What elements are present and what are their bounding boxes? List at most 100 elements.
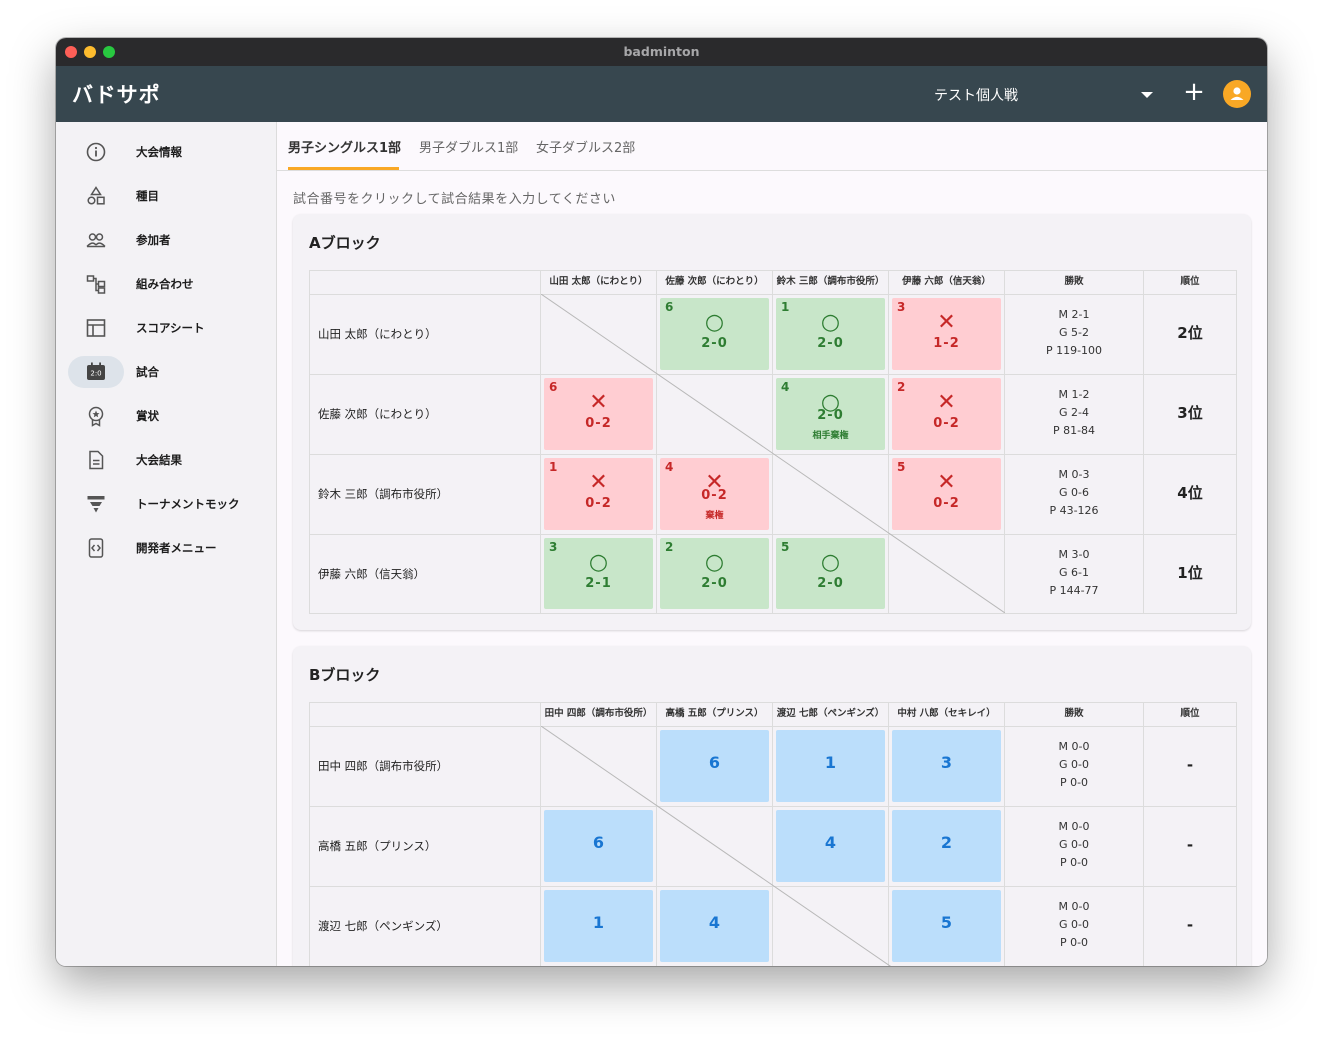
match-record: M 0-0 — [1058, 740, 1090, 753]
block-title: Aブロック — [309, 234, 381, 252]
sidebar-item-label: 開発者メニュー — [136, 541, 217, 555]
match-cell[interactable]: 1 — [776, 730, 885, 802]
sidebar-item-awards[interactable]: 賞状 — [68, 400, 264, 432]
tab-mens-doubles-1[interactable]: 男子ダブルス1部 — [419, 141, 519, 156]
rank-cell: 4位 — [1177, 484, 1203, 502]
match-cell[interactable]: 3 ✕ 1-2 — [892, 298, 1001, 370]
sidebar-item-events[interactable]: 種目 — [68, 180, 264, 212]
zoom-window-button[interactable] — [103, 46, 115, 58]
sidebar-item-label: 試合 — [136, 365, 159, 379]
sidebar-item-tournament-mock[interactable]: トーナメントモック — [68, 488, 264, 520]
record-cell: M 0-0 G 0-0 P 0-0 — [1005, 886, 1144, 966]
match-record: M 3-0 — [1058, 548, 1090, 561]
player-name: 鈴木 三郎（調布市役所） — [318, 487, 449, 501]
match-score: 2-0 — [817, 336, 844, 351]
sidebar-item-label: 大会情報 — [136, 145, 182, 159]
sidebar-item-developer-menu[interactable]: 開発者メニュー — [68, 532, 264, 564]
table-row: 佐藤 次郎（にわとり） 6 ✕ 0-2 4 ○ 2-0 — [310, 374, 1236, 455]
record-cell: M 0-0 G 0-0 P 0-0 — [1005, 806, 1144, 886]
rank-header: 順位 — [1180, 276, 1200, 287]
bracket-icon — [68, 268, 124, 300]
minimize-window-button[interactable] — [84, 46, 96, 58]
loss-mark-icon: ✕ — [937, 470, 956, 495]
svg-text:2:0: 2:0 — [90, 370, 101, 378]
self-cell — [889, 534, 1005, 613]
event-tabs: 男子シングルス1部 男子ダブルス1部 女子ダブルス2部 — [277, 122, 1267, 171]
record-cell: M 0-3 G 0-6 P 43-126 — [1005, 454, 1144, 534]
sidebar-item-participants[interactable]: 参加者 — [68, 224, 264, 256]
tournament-selector[interactable]: テスト個人戦 — [934, 88, 1018, 104]
block-a-card: Aブロック 山田 太郎（にわとり） 佐藤 次郎（にわとり） 鈴木 三郎（調布市役… — [293, 214, 1251, 630]
match-score: 2-0 — [701, 336, 728, 351]
sidebar: 大会情報 種目 参加者 組み合わせ スコアシート — [56, 122, 277, 966]
document-icon — [68, 444, 124, 476]
rank-cell: - — [1186, 916, 1194, 934]
match-cell[interactable]: 4 ○ 2-0 相手棄権 — [776, 378, 885, 450]
dropdown-arrow-icon[interactable] — [1141, 92, 1153, 98]
table-row: 鈴木 三郎（調布市役所） 1 ✕ 0-2 4 ✕ 0-2 棄 — [310, 454, 1236, 535]
match-cell[interactable]: 2 ✕ 0-2 — [892, 378, 1001, 450]
self-cell — [657, 374, 773, 454]
sidebar-item-results[interactable]: 大会結果 — [68, 444, 264, 476]
match-number: 1 — [592, 913, 605, 932]
tab-womens-doubles-2[interactable]: 女子ダブルス2部 — [536, 141, 636, 156]
player-name: 高橋 五郎（プリンス） — [318, 839, 437, 853]
rank-cell: - — [1186, 836, 1194, 854]
match-cell[interactable]: 2 ○ 2-0 — [660, 538, 769, 609]
match-cell[interactable]: 6 ○ 2-0 — [660, 298, 769, 370]
game-record: G 5-2 — [1059, 326, 1089, 339]
point-record: P 43-126 — [1049, 504, 1099, 517]
match-number: 5 — [940, 913, 953, 932]
match-cell[interactable]: 3 ○ 2-1 — [544, 538, 653, 609]
match-number: 6 — [708, 753, 721, 772]
match-cell[interactable]: 6 — [660, 730, 769, 802]
match-cell[interactable]: 4 — [660, 890, 769, 962]
match-cell[interactable]: 1 — [544, 890, 653, 962]
match-number: 6 — [592, 833, 605, 852]
match-cell[interactable]: 6 — [544, 810, 653, 882]
match-score: 0-2 — [933, 416, 960, 431]
match-record: M 1-2 — [1058, 388, 1090, 401]
sidebar-item-matches[interactable]: 2:0 試合 — [68, 356, 264, 388]
sidebar-item-scoresheet[interactable]: スコアシート — [68, 312, 264, 344]
close-window-button[interactable] — [65, 46, 77, 58]
match-cell[interactable]: 1 ✕ 0-2 — [544, 458, 653, 530]
rank-cell: 1位 — [1177, 564, 1203, 582]
loss-mark-icon: ✕ — [589, 470, 608, 495]
tab-mens-singles-1[interactable]: 男子シングルス1部 — [288, 141, 402, 156]
sidebar-item-bracket[interactable]: 組み合わせ — [68, 268, 264, 300]
match-cell[interactable]: 5 ○ 2-0 — [776, 538, 885, 609]
match-cell[interactable]: 4 — [776, 810, 885, 882]
match-number: 2 — [940, 833, 953, 852]
instruction-text: 試合番号をクリックして試合結果を入力してください — [293, 192, 616, 207]
add-button[interactable]: + — [1183, 77, 1205, 107]
player-name: 佐藤 次郎（にわとり） — [318, 407, 437, 421]
match-cell[interactable]: 1 ○ 2-0 — [776, 298, 885, 370]
rank-cell: - — [1186, 756, 1194, 774]
match-cell[interactable]: 2 — [892, 810, 1001, 882]
match-cell[interactable]: 4 ✕ 0-2 棄権 — [660, 458, 769, 530]
loss-mark-icon: ✕ — [937, 390, 956, 415]
match-score: 2-0 — [817, 408, 844, 423]
match-cell[interactable]: 6 ✕ 0-2 — [544, 378, 653, 450]
rank-header: 順位 — [1180, 708, 1200, 719]
round-robin-table: 田中 四郎（調布市役所） 高橋 五郎（プリンス） 渡辺 七郎（ペンギンズ） 中村… — [309, 702, 1237, 966]
record-header: 勝敗 — [1005, 271, 1144, 294]
window-title: badminton — [623, 44, 700, 59]
avatar[interactable] — [1223, 80, 1251, 108]
match-record: M 2-1 — [1058, 308, 1090, 321]
category-icon — [68, 180, 124, 212]
player-name: 山田 太郎（にわとり） — [318, 327, 437, 341]
sidebar-item-tournament-info[interactable]: 大会情報 — [68, 136, 264, 168]
table-row: 高橋 五郎（プリンス） 6 4 2 M 0-0 G 0-0 P 0-0 — [310, 806, 1236, 887]
rank-cell: 3位 — [1177, 404, 1203, 422]
table-icon — [68, 312, 124, 344]
match-cell[interactable]: 3 — [892, 730, 1001, 802]
sidebar-item-label: 大会結果 — [136, 453, 182, 467]
match-cell[interactable]: 5 — [892, 890, 1001, 962]
column-header: 中村 八郎（セキレイ） — [889, 703, 1005, 726]
self-cell — [773, 886, 889, 966]
sidebar-item-label: 組み合わせ — [136, 277, 194, 291]
app-window: badminton バドサポ テスト個人戦 + 大会情報 種目 — [56, 38, 1267, 966]
match-cell[interactable]: 5 ✕ 0-2 — [892, 458, 1001, 530]
